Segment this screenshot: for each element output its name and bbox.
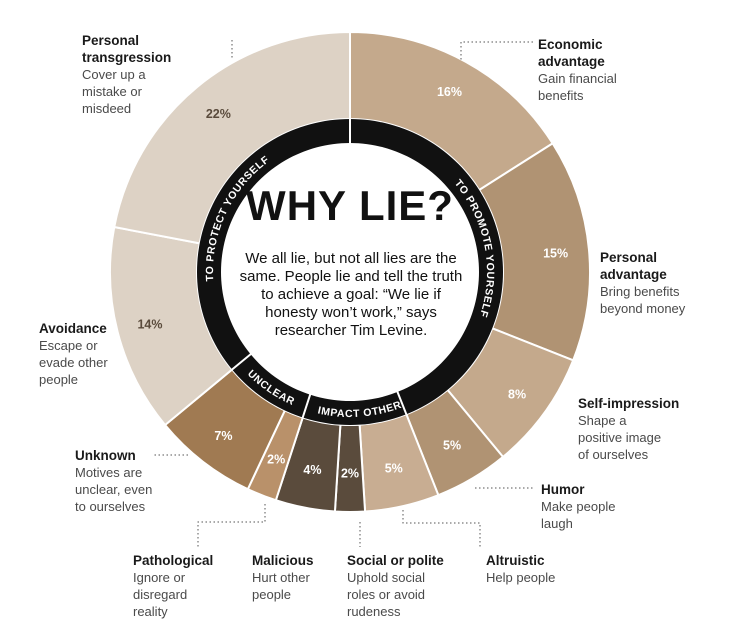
callout-description: Escape or evade other people: [39, 338, 108, 387]
slice-value-label-pathological: 2%: [267, 452, 285, 466]
callout-description: Help people: [486, 570, 556, 585]
percentage-labels: 16% 15% 8% 5% 5% 2% 4% 2% 7% 14% 22%: [137, 85, 568, 480]
callout-title: Personal advantage: [600, 250, 667, 282]
slice-value-label-self-impression: 8%: [508, 387, 526, 401]
callout-title: Unknown: [75, 448, 136, 463]
callout-title: Personal transgression: [82, 33, 172, 65]
intro-text: We all lie, but not all lies are the sam…: [239, 250, 463, 339]
slice-value-label-unknown: 7%: [214, 429, 232, 443]
callout-personal-advantage: Personal advantage Bring benefits beyond…: [600, 249, 685, 317]
callout-description: Shape a positive image of ourselves: [578, 413, 662, 462]
slice-value-label-economic-advantage: 16%: [437, 85, 462, 99]
leader-lines: [152, 40, 535, 547]
callout-description: Make people laugh: [541, 499, 616, 531]
callout-title: Social or polite: [347, 553, 444, 568]
callout-altruistic: Altruistic Help people: [486, 552, 555, 586]
callout-description: Bring benefits beyond money: [600, 284, 686, 316]
slice-value-label-social-or-polite: 2%: [341, 467, 359, 481]
callout-malicious: Malicious Hurt other people: [252, 552, 314, 603]
group-divider: [301, 393, 312, 419]
slice-value-label-altruistic: 5%: [385, 462, 403, 476]
slice-value-label-avoidance: 14%: [137, 317, 162, 331]
leader-line: [197, 504, 266, 547]
callout-description: Ignore or disregard reality: [133, 570, 188, 619]
slice-value-label-personal-advantage: 15%: [543, 247, 568, 261]
callout-title: Economic advantage: [538, 37, 605, 69]
callout-title: Self-impression: [578, 396, 680, 411]
slice-value-label-humor: 5%: [443, 439, 461, 453]
callout-title: Humor: [541, 482, 585, 497]
callout-avoidance: Avoidance Escape or evade other people: [39, 320, 108, 388]
callout-personal-transgression: Personal transgression Cover up a mistak…: [82, 32, 171, 117]
chart-title: WHY LIE?: [246, 182, 454, 229]
callout-title: Avoidance: [39, 321, 107, 336]
callout-self-impression: Self-impression Shape a positive image o…: [578, 395, 679, 463]
callout-title: Pathological: [133, 553, 214, 568]
callout-economic-advantage: Economic advantage Gain financial benefi…: [538, 36, 617, 104]
callout-description: Hurt other people: [252, 570, 310, 602]
callout-description: Cover up a mistake or misdeed: [82, 67, 146, 116]
callout-pathological: Pathological Ignore or disregard reality: [133, 552, 213, 620]
callout-unknown: Unknown Motives are unclear, even to our…: [75, 447, 152, 515]
group-divider: [396, 390, 408, 416]
callout-title: Malicious: [252, 553, 314, 568]
slice-value-label-malicious: 4%: [303, 463, 321, 477]
callout-social-or-polite: Social or polite Uphold social roles or …: [347, 552, 444, 620]
group-divider: [230, 352, 253, 371]
callout-title: Altruistic: [486, 553, 545, 568]
callout-humor: Humor Make people laugh: [541, 481, 615, 532]
slice-value-label-personal-transgression: 22%: [206, 107, 231, 121]
leader-line: [460, 41, 533, 60]
callout-description: Uphold social roles or avoid rudeness: [347, 570, 426, 619]
callout-description: Motives are unclear, even to ourselves: [75, 465, 153, 514]
callout-description: Gain financial benefits: [538, 71, 617, 103]
leader-line: [402, 510, 481, 547]
